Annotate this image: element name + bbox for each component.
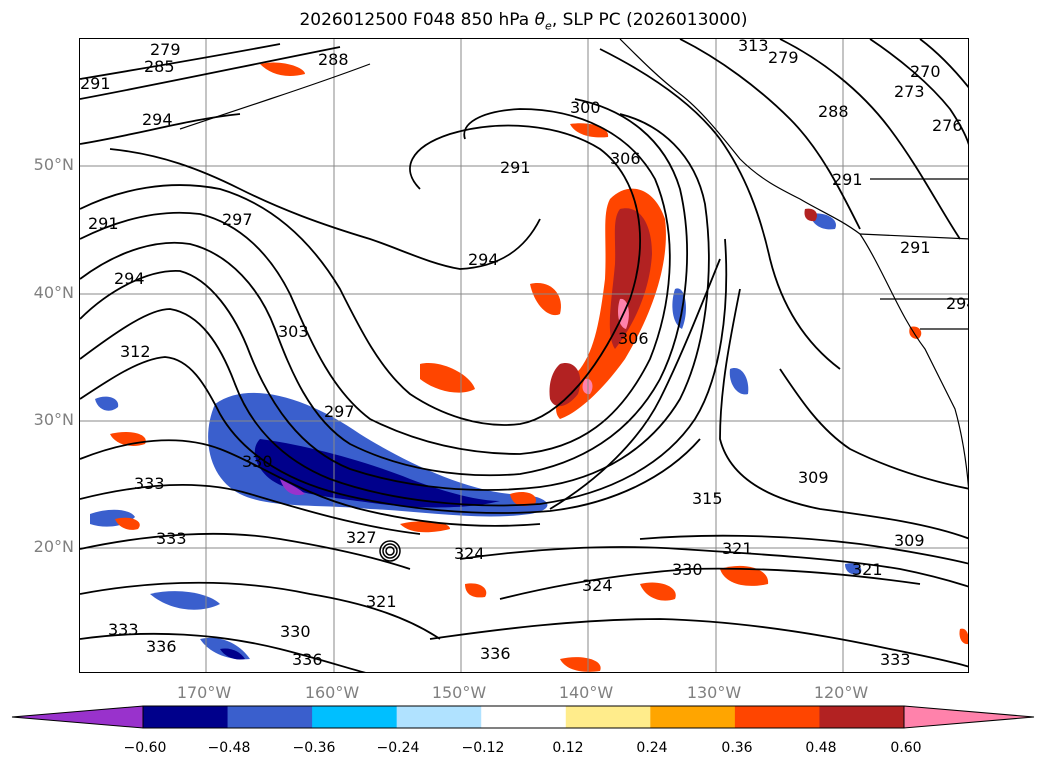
colorbar-tick-label: −0.60 <box>123 740 167 756</box>
colorbar-border <box>142 705 905 729</box>
colorbar-segments <box>11 705 1035 729</box>
colorbar-segment <box>565 706 651 728</box>
contour-label: 313 <box>738 39 769 55</box>
lon-label-120w: 120°W <box>813 683 869 702</box>
contour-label: 273 <box>894 82 925 101</box>
colorbar-tick-label: 0.12 <box>552 740 584 756</box>
lat-label-30n: 30°N <box>33 410 74 429</box>
contour-label: 297 <box>324 402 355 421</box>
colorbar-tick-label: 0.36 <box>721 740 753 756</box>
contour-label: 330 <box>280 622 311 641</box>
colorbar-tick-label: 0.48 <box>805 740 837 756</box>
contour-label: 324 <box>582 576 613 595</box>
colorbar-tick-label: −0.24 <box>376 740 420 756</box>
contour-label: 270 <box>910 62 941 81</box>
low-pressure-center <box>379 540 401 562</box>
contour-label: 333 <box>880 650 911 669</box>
contour-label: 291 <box>80 74 111 93</box>
lon-label-170w: 170°W <box>176 683 232 702</box>
contour-label: 291 <box>88 214 119 233</box>
contour-label: 336 <box>480 644 511 663</box>
title-theta-sub: e <box>545 19 552 33</box>
contour-label: 333 <box>134 474 165 493</box>
contour-label: 279 <box>768 48 799 67</box>
colorbar-extend-min <box>11 705 144 729</box>
contour-label: 288 <box>818 102 849 121</box>
contour-label: 294 <box>946 294 969 313</box>
colorbar-extend-max <box>903 705 1035 729</box>
contour-label: 300 <box>570 98 601 117</box>
contour-label: 291 <box>832 170 863 189</box>
contour-label: 315 <box>692 489 723 508</box>
lon-label-140w: 140°W <box>558 683 614 702</box>
colorbar-tick-label: 0.24 <box>636 740 668 756</box>
colorbar-tick-label: −0.12 <box>461 740 505 756</box>
colorbar-segment <box>819 706 905 728</box>
contour-label: 291 <box>500 158 531 177</box>
contour-label: 294 <box>142 110 173 129</box>
positive-shading <box>110 62 968 672</box>
contour-label: 321 <box>852 560 883 579</box>
map-title: 2026012500 F048 850 hPa θe, SLP PC (2026… <box>0 10 1047 32</box>
contour-label: 279 <box>150 40 181 59</box>
contour-label: 321 <box>366 592 397 611</box>
colorbar <box>11 705 1035 729</box>
negative-shading <box>90 213 862 660</box>
contour-label: 297 <box>222 210 253 229</box>
contour-label: 294 <box>468 250 499 269</box>
contour-label: 333 <box>108 620 139 639</box>
colorbar-segment <box>481 706 567 728</box>
contour-labels: 279 285 288 291 294 297 294 291 294 312 … <box>80 39 969 669</box>
colorbar-segment <box>396 706 482 728</box>
theta-e-contours <box>80 39 968 672</box>
lat-label-50n: 50°N <box>33 155 74 174</box>
contour-label: 336 <box>292 650 323 669</box>
contour-label: 306 <box>618 329 649 348</box>
map-panel: 279 285 288 291 294 297 294 291 294 312 … <box>79 38 969 673</box>
colorbar-tick-label: 0.60 <box>890 740 922 756</box>
contour-label: 330 <box>242 452 273 471</box>
contour-label: 333 <box>156 529 187 548</box>
contour-label: 330 <box>672 560 703 579</box>
lon-label-150w: 150°W <box>431 683 487 702</box>
title-prefix: 2026012500 F048 850 hPa <box>299 10 535 30</box>
contour-label: 324 <box>454 544 485 563</box>
contour-label: 327 <box>346 528 377 547</box>
contour-label: 321 <box>722 539 753 558</box>
colorbar-segment <box>650 706 736 728</box>
lat-label-40n: 40°N <box>33 283 74 302</box>
contour-label: 285 <box>144 57 175 76</box>
contour-label: 306 <box>610 149 641 168</box>
contour-label: 288 <box>318 50 349 69</box>
colorbar-tick-label: −0.36 <box>292 740 336 756</box>
colorbar-segment <box>227 706 313 728</box>
contour-label: 309 <box>798 468 829 487</box>
contour-label: 309 <box>894 531 925 550</box>
contour-label: 294 <box>114 269 145 288</box>
contour-label: 291 <box>900 238 931 257</box>
colorbar-tick-label: −0.48 <box>207 740 251 756</box>
colorbar-segment <box>734 706 820 728</box>
coastlines <box>179 39 968 489</box>
graticule <box>80 39 968 672</box>
lon-label-130w: 130°W <box>686 683 742 702</box>
contour-label: 303 <box>278 322 309 341</box>
colorbar-segment <box>312 706 398 728</box>
title-suffix: , SLP PC (2026013000) <box>551 10 748 30</box>
lat-label-20n: 20°N <box>33 537 74 556</box>
colorbar-segment <box>143 706 229 728</box>
map-svg: 279 285 288 291 294 297 294 291 294 312 … <box>80 39 969 672</box>
contour-label: 336 <box>146 637 177 656</box>
contour-label: 312 <box>120 342 151 361</box>
contour-label: 276 <box>932 116 963 135</box>
lon-label-160w: 160°W <box>304 683 360 702</box>
title-theta: θ <box>534 10 546 30</box>
